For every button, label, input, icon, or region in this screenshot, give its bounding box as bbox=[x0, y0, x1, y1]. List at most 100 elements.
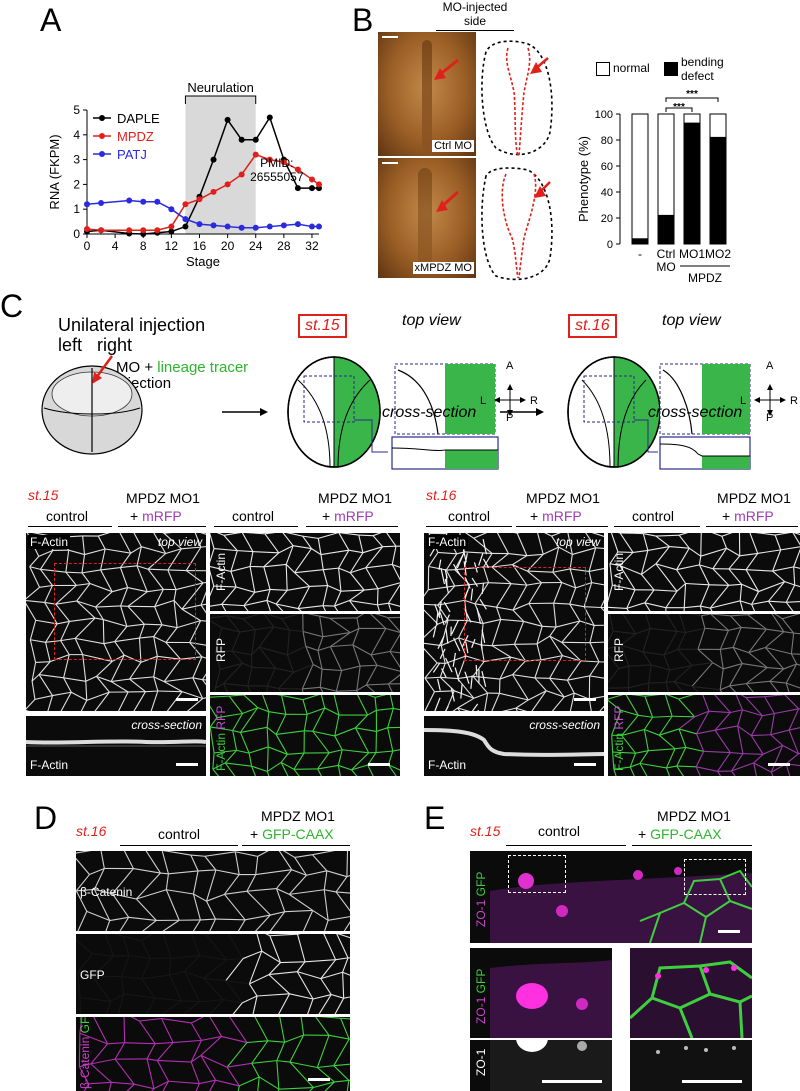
legend-swatch-normal bbox=[596, 62, 610, 76]
header-underline bbox=[614, 526, 700, 527]
data-point-patj bbox=[316, 223, 322, 230]
significance-label: *** bbox=[686, 89, 698, 100]
header-underline bbox=[516, 526, 608, 527]
header-underline bbox=[426, 526, 512, 527]
cross-section-label: cross-section bbox=[648, 404, 743, 421]
bar-bending-defect bbox=[657, 214, 675, 245]
data-point-patj bbox=[84, 201, 90, 208]
y-tick-label: 3 bbox=[73, 153, 80, 167]
scale-bar bbox=[542, 1080, 602, 1083]
st15-factin-zoom-image: F-Actin bbox=[210, 533, 400, 611]
mo-injected-side-label: MO-injected side bbox=[442, 0, 508, 28]
zoom-region-box bbox=[508, 855, 566, 893]
mpdz-mo1-header: MPDZ MO1 bbox=[261, 808, 335, 824]
st16-label: st.16 bbox=[426, 487, 457, 503]
bar-bending-defect bbox=[631, 238, 649, 245]
data-point-patj bbox=[252, 224, 259, 231]
y-tick-label: 100 bbox=[595, 109, 613, 121]
significance-bracket bbox=[665, 97, 719, 102]
scale-bar bbox=[718, 930, 740, 933]
data-point-daple bbox=[266, 114, 273, 121]
data-point-mpdz bbox=[238, 171, 245, 178]
data-point-daple bbox=[224, 116, 231, 123]
mpdz-mo1-header: MPDZ MO1 bbox=[126, 490, 200, 506]
data-point-patj bbox=[196, 221, 203, 228]
mpdz-mo1-header: MPDZ MO1 bbox=[526, 490, 600, 506]
header-underline bbox=[632, 845, 752, 846]
scale-bar bbox=[308, 1078, 330, 1081]
zoom-region-box bbox=[684, 859, 746, 895]
xmpdz-mo-embryo-photo: xMPDZ MO bbox=[378, 158, 476, 278]
ctrl-mo-embryo-photo: Ctrl MO bbox=[378, 32, 476, 156]
data-point-mpdz bbox=[266, 156, 273, 163]
mpdz-mo1-header: MPDZ MO1 bbox=[717, 490, 791, 506]
x-tick-label: MO bbox=[656, 260, 675, 274]
y-tick-label: 0 bbox=[73, 227, 80, 241]
scale-bar bbox=[176, 763, 198, 766]
data-point-mpdz bbox=[280, 159, 287, 166]
stage-box-st15: st.15 bbox=[298, 314, 347, 338]
view-label: top view bbox=[555, 535, 600, 549]
st16-label: st.16 bbox=[76, 823, 107, 839]
channel-label: ZO-1 bbox=[474, 1048, 488, 1076]
data-point-daple bbox=[238, 136, 245, 143]
mpdz-zo1-zoom-image bbox=[630, 1040, 752, 1091]
data-point-patj bbox=[126, 197, 133, 204]
red-arrow-icon bbox=[436, 190, 459, 212]
cell-membranes bbox=[608, 533, 800, 611]
x-tick-label: - bbox=[638, 247, 642, 261]
legend-label: DAPLE bbox=[117, 111, 160, 126]
st16-rfp-zoom-image: RFP bbox=[608, 614, 800, 692]
bcatenin-image: β-Catenin bbox=[76, 851, 350, 931]
header-underline bbox=[120, 845, 238, 846]
st15-merge-zoom-image: F-Actin RFP bbox=[210, 695, 400, 776]
data-point-patj bbox=[224, 223, 231, 230]
legend-label: MPDZ bbox=[117, 129, 154, 144]
st16-cross-section-image: cross-section F-Actin bbox=[424, 716, 604, 776]
st15-cross-section-image: cross-section F-Actin bbox=[26, 716, 206, 776]
channel-label: F-Actin bbox=[612, 552, 626, 591]
control-header: control bbox=[448, 508, 491, 524]
mrfp-header: + mRFP bbox=[130, 508, 182, 524]
compass-icon bbox=[494, 384, 526, 416]
control-zo1-zoom-image: ZO-1 bbox=[470, 1040, 612, 1091]
data-point-mpdz bbox=[182, 201, 189, 208]
embryo-outline-drawings bbox=[434, 40, 553, 281]
mo-lineage-label: MO + lineage tracer bbox=[116, 359, 249, 376]
channel-label: F-Actin bbox=[28, 535, 71, 549]
y-tick-label: 5 bbox=[73, 103, 80, 117]
cell-membranes bbox=[210, 614, 400, 692]
neural-plate-midline bbox=[422, 40, 432, 150]
data-point-mpdz bbox=[252, 151, 259, 158]
x-tick-label: 20 bbox=[221, 239, 235, 253]
x-tick-label: 28 bbox=[277, 239, 291, 253]
data-point-mpdz bbox=[98, 227, 105, 234]
compass-a: A bbox=[766, 360, 774, 372]
data-point-patj bbox=[210, 222, 217, 229]
data-point-mpdz bbox=[154, 227, 161, 234]
header-underline bbox=[242, 845, 350, 846]
red-arrow-icon bbox=[92, 355, 114, 384]
control-header: control bbox=[538, 823, 581, 839]
data-point-mpdz bbox=[126, 227, 133, 234]
header-underline bbox=[706, 526, 798, 527]
data-point-patj bbox=[154, 198, 161, 205]
x-axis-label: Stage bbox=[186, 254, 220, 269]
significance-label: *** bbox=[673, 102, 685, 113]
scale-bar bbox=[382, 162, 398, 164]
x-tick-label: 0 bbox=[84, 239, 91, 253]
channel-label: F-Actin bbox=[214, 552, 228, 591]
compass-p: P bbox=[766, 412, 774, 424]
header-underline bbox=[506, 845, 626, 846]
y-tick-label: 80 bbox=[601, 135, 613, 147]
channel-label: β-Catenin bbox=[80, 885, 133, 899]
pmid-label: PMID: bbox=[260, 156, 293, 170]
compass-p: P bbox=[506, 412, 514, 424]
data-point-patj bbox=[238, 224, 245, 231]
data-point-mpdz bbox=[210, 188, 217, 195]
mrfp-header: + mRFP bbox=[530, 508, 582, 524]
zoom-region-box bbox=[54, 563, 196, 660]
mpdz-mo1-header: MPDZ MO1 bbox=[657, 808, 731, 824]
y-tick-label: 2 bbox=[73, 177, 80, 191]
